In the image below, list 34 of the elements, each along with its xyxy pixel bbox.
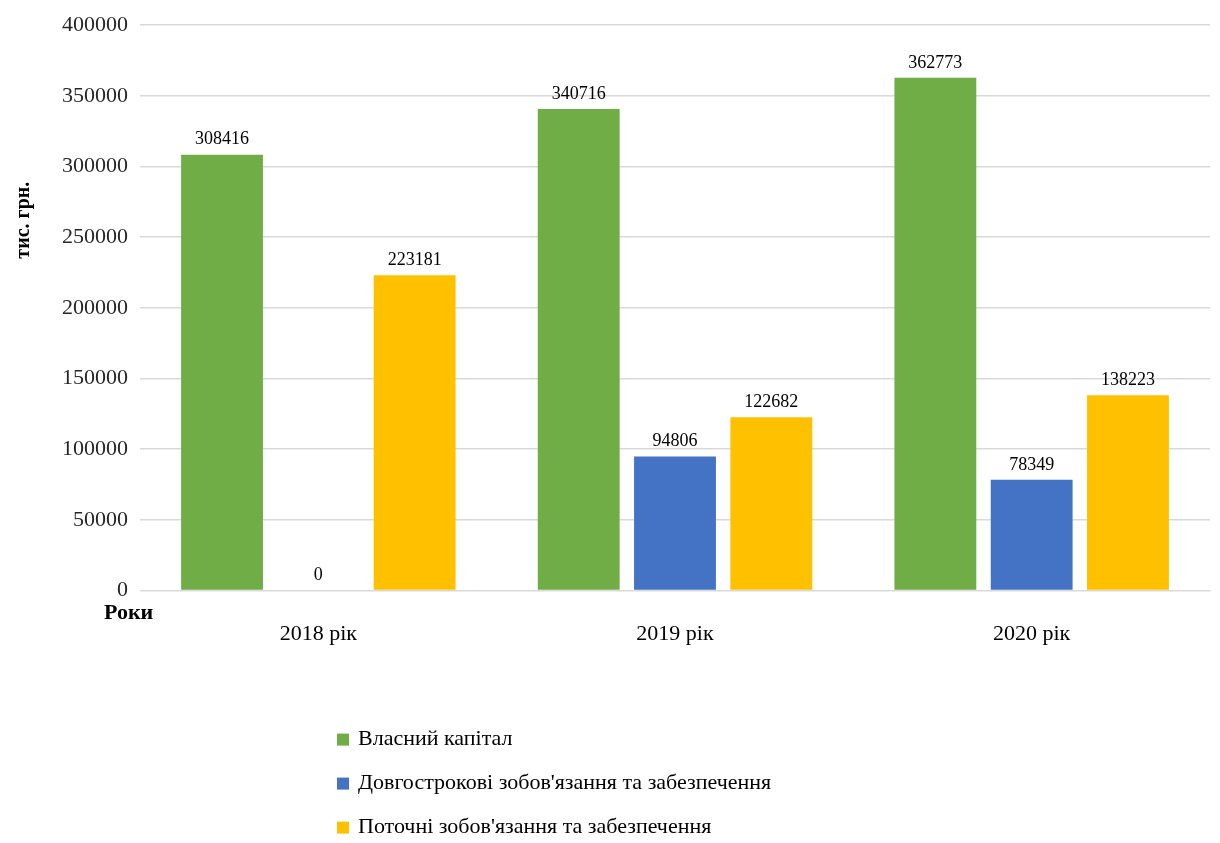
- data-label: 122682: [744, 390, 799, 411]
- y-tick-label: 350000: [62, 81, 128, 107]
- bar: [894, 77, 977, 590]
- data-label: 0: [313, 564, 323, 585]
- y-tick-label: 0: [117, 576, 128, 602]
- legend-label: Власний капітал: [358, 725, 513, 751]
- y-tick-label: 150000: [62, 364, 128, 390]
- data-label: 78349: [1009, 453, 1055, 474]
- data-label: 362773: [908, 51, 963, 72]
- bar: [730, 417, 813, 590]
- bar: [537, 109, 620, 590]
- y-tick-label: 300000: [62, 152, 128, 178]
- y-tick-label: 50000: [73, 505, 128, 531]
- x-tick-label: 2018 рік: [279, 619, 358, 645]
- data-label: 340716: [551, 82, 606, 103]
- x-tick-label: 2019 рік: [636, 619, 714, 645]
- y-tick-label: 100000: [62, 435, 128, 461]
- x-tick-label: 2020 рік: [993, 619, 1071, 645]
- legend-label: Довгострокові зобов'язання та забезпечення: [358, 769, 772, 795]
- data-label: 138223: [1100, 368, 1155, 389]
- y-tick-label: 250000: [62, 223, 128, 249]
- x-axis-title: Роки: [104, 599, 154, 625]
- y-tick-label: 200000: [62, 293, 128, 319]
- data-label: 223181: [387, 248, 442, 269]
- data-label: 94806: [652, 430, 698, 451]
- y-axis-title: тис. грн.: [11, 181, 35, 259]
- bar: [373, 275, 456, 590]
- bar: [634, 456, 716, 590]
- bar: [990, 479, 1073, 590]
- y-tick-label: 400000: [62, 10, 128, 36]
- bar: [1087, 395, 1169, 590]
- bar: [181, 154, 263, 590]
- legend-label: Поточні зобов'язання та забезпечення: [358, 813, 712, 839]
- data-label: 308416: [195, 128, 250, 149]
